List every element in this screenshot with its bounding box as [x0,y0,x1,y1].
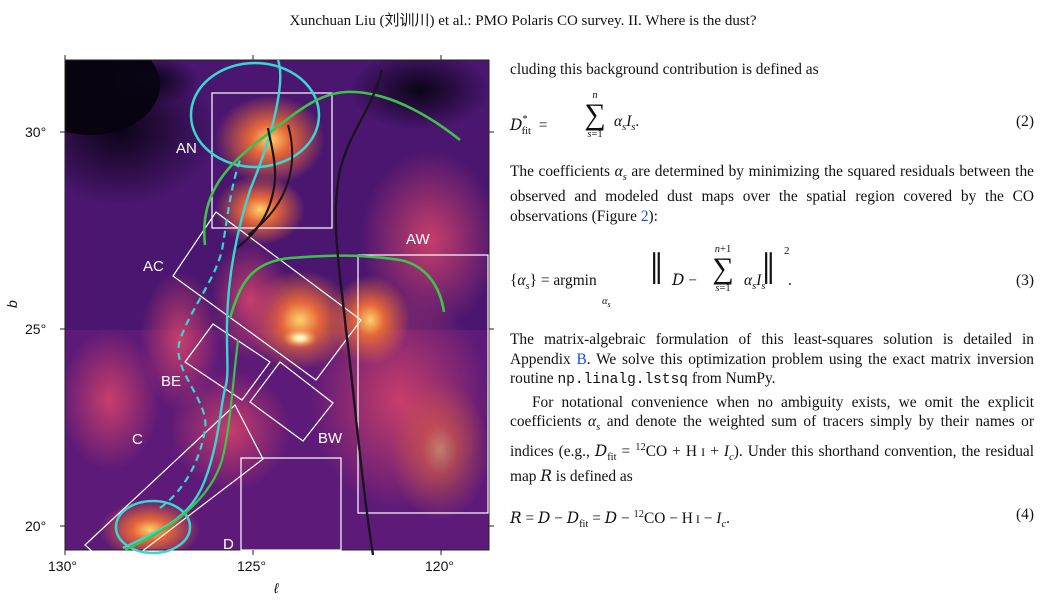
region-C-box [84,404,264,573]
region-BE-box [184,323,271,401]
y-axis-label: b [4,300,20,308]
region-AC-box [172,211,362,381]
equation-3-number: (3) [1016,272,1034,290]
y-tick-30: 30° [25,124,46,140]
region-label-BW: BW [318,430,343,447]
paragraph-3: The matrix-algebraic formulation of this… [510,331,1034,389]
equation-3: {αs} = argmin αs ‖ D − n+1 ∑ s=1 αsIs ‖ 2 … [510,243,1034,310]
green-filament-north [202,90,461,246]
black-filament-main [334,69,384,556]
cyan-ellipse-north [189,61,321,169]
appendix-link[interactable]: B [576,350,587,368]
region-AW-box [357,254,489,514]
x-axis-label: ℓ [273,580,279,596]
region-label-D: D [223,536,234,553]
paragraph-1: cluding this background contribution is … [510,61,819,78]
green-filament-south [124,339,240,552]
dust-map-svg: AN AC AW BE BW C D 130° 125° 120° 30° 25… [4,55,494,596]
region-BW-box [249,361,334,442]
equation-4: R = D − Dfit = D − 12CO − H I − Ic. (4) [510,505,1034,531]
region-label-AN: AN [176,140,197,157]
page-header: Xunchuan Liu (刘训川) et al.: PMO Polaris C… [289,13,757,29]
region-label-AC: AC [143,258,164,275]
green-filament-middle [228,254,446,319]
region-label-AW: AW [406,231,430,248]
y-tick-25: 25° [25,321,46,337]
cyan-filament-dashed [159,159,242,509]
black-filament-north [236,127,277,249]
region-AN-box [211,92,333,229]
region-label-C: C [132,431,143,448]
text-column: cluding this background contribution is … [510,60,1035,531]
equation-2: D*fit = n ∑ s=1 αsIs. (2) [510,89,1034,140]
equation-2-number: (2) [1016,112,1034,130]
equation-4-number: (4) [1016,505,1034,523]
black-filament-north-2 [247,124,294,236]
code-lstsq: np.linalg.lstsq [557,372,688,389]
x-tick-120: 120° [425,558,454,574]
dust-map-image [65,60,489,550]
paragraph-4: For notational convenience when no ambig… [510,393,1035,486]
y-tick-20: 20° [25,518,46,534]
x-tick-130: 130° [48,558,77,574]
cyan-filament [122,59,282,550]
region-D-box [240,457,342,551]
paragraph-2: The coefficients αs are determined by mi… [510,162,1034,225]
cyan-ellipse-south [114,499,192,555]
x-tick-125: 125° [237,558,266,574]
dust-map-figure: AN AC AW BE BW C D 130° 125° 120° 30° 25… [0,38,500,604]
region-label-BE: BE [161,373,181,390]
